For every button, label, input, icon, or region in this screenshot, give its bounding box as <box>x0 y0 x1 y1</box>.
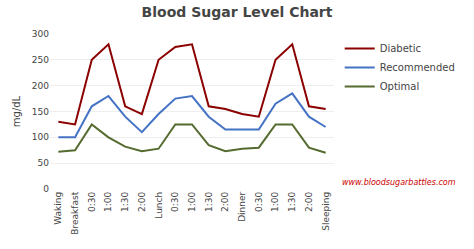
svg-text:www.bloodsugarbattles.com: www.bloodsugarbattles.com <box>342 178 456 187</box>
svg-text:1:00: 1:00 <box>270 192 280 212</box>
svg-text:1:30: 1:30 <box>120 192 130 212</box>
svg-text:Blood Sugar Level Chart: Blood Sugar Level Chart <box>142 4 333 20</box>
svg-text:150: 150 <box>32 107 49 117</box>
svg-text:Sleeping: Sleeping <box>321 192 331 231</box>
svg-text:1:00: 1:00 <box>103 192 113 212</box>
svg-text:300: 300 <box>32 29 49 39</box>
svg-text:0:30: 0:30 <box>170 192 180 212</box>
svg-text:Lunch: Lunch <box>154 192 164 219</box>
svg-text:Optimal: Optimal <box>380 81 420 92</box>
svg-text:1:30: 1:30 <box>204 192 214 212</box>
svg-text:1:00: 1:00 <box>187 192 197 212</box>
svg-text:250: 250 <box>32 55 49 65</box>
svg-text:0: 0 <box>43 184 49 194</box>
svg-text:Recommended: Recommended <box>380 62 455 73</box>
svg-text:1:30: 1:30 <box>287 192 297 212</box>
svg-text:2:00: 2:00 <box>220 192 230 212</box>
svg-text:100: 100 <box>32 132 49 142</box>
svg-text:0:30: 0:30 <box>254 192 264 212</box>
svg-text:Dinner: Dinner <box>237 192 247 222</box>
svg-text:200: 200 <box>32 81 49 91</box>
svg-text:0:30: 0:30 <box>87 192 97 212</box>
svg-text:2:00: 2:00 <box>304 192 314 212</box>
svg-text:mg/dL: mg/dL <box>11 95 22 127</box>
svg-text:Waking: Waking <box>53 192 63 225</box>
svg-text:Breakfast: Breakfast <box>70 191 80 234</box>
svg-text:Diabetic: Diabetic <box>380 43 421 54</box>
svg-text:2:00: 2:00 <box>137 192 147 212</box>
svg-text:50: 50 <box>38 158 50 168</box>
